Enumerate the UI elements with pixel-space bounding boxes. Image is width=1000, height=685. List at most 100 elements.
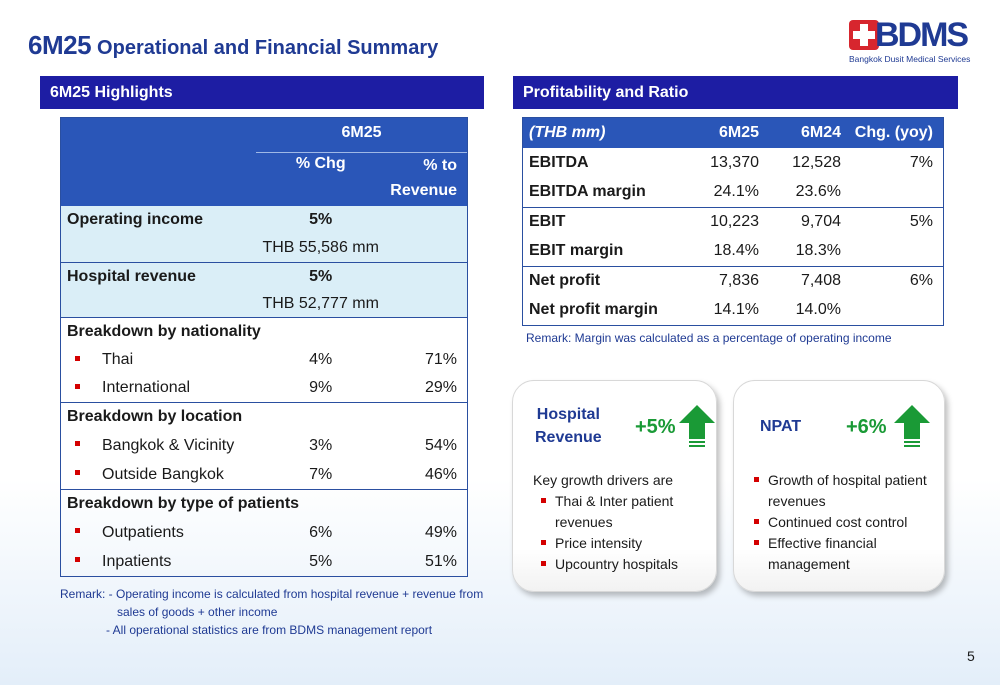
row-6m25: 14.1% (713, 301, 759, 319)
hospital-card-title: Hospital Revenue (535, 403, 602, 449)
list-item-continuation: revenues (768, 493, 826, 509)
logo-wordmark: BDMS (875, 16, 969, 54)
row-rev: 49% (424, 523, 457, 541)
row-6m25: 10,223 (710, 213, 759, 231)
row-6m25: 13,370 (710, 153, 759, 171)
row-6m24: 23.6% (795, 183, 841, 201)
row-6m25: 7,836 (718, 272, 759, 290)
bullet-icon (75, 441, 80, 447)
list-item: Continued cost control (754, 512, 927, 533)
highlights-section-header: 6M25 Highlights (40, 76, 484, 109)
list-item: Upcountry hospitals (541, 554, 678, 575)
highlights-remark: Remark: - Operating income is calculated… (60, 585, 483, 639)
row-6m24: 14.0% (795, 301, 841, 319)
row-6m24: 9,704 (800, 213, 841, 231)
row-rev: 29% (424, 379, 457, 396)
bullet-icon (75, 355, 80, 361)
bullet-icon (75, 383, 80, 389)
row-chg: 6% (909, 272, 933, 290)
row-label: Thai (102, 351, 134, 368)
row-label: Inpatients (102, 552, 172, 570)
table-row: Net profit 7,836 7,408 6% (523, 266, 943, 296)
npat-card-title: NPAT (760, 418, 802, 435)
patients-group: Breakdown by type of patients Outpatient… (61, 489, 467, 576)
operating-income-value: THB 55,586 mm (262, 239, 379, 256)
logo-subtitle: Bangkok Dusit Medical Services (849, 54, 971, 64)
row-6m24: 7,408 (800, 272, 841, 290)
header-rev-1: % to (423, 157, 457, 174)
title-prefix: 6M25 (28, 30, 92, 60)
row-rev: 54% (424, 436, 457, 454)
list-item-continuation: revenues (555, 514, 613, 530)
table-row: Net profit margin 14.1% 14.0% (523, 296, 943, 326)
row-chg: 9% (309, 379, 333, 396)
location-label: Breakdown by location (67, 408, 243, 425)
hospital-card-title-1: Hospital (536, 406, 600, 423)
list-item-continuation: management (768, 556, 850, 572)
npat-card: NPAT +6% Growth of hospital patient reve… (733, 380, 945, 592)
remark-line-3: - All operational statistics are from BD… (106, 623, 433, 637)
bullet-icon (75, 470, 80, 476)
list-item: Bangkok & Vicinity 3% 54% (61, 431, 467, 460)
row-label: EBIT margin (529, 242, 624, 260)
highlights-table-header: 6M25 % Chg % to Revenue (61, 118, 467, 206)
header-6m25: 6M25 (718, 124, 759, 141)
row-6m24: 12,528 (792, 153, 841, 171)
hospital-revenue-row: Hospital revenue 5% THB 52,777 mm (61, 262, 467, 317)
header-unit: (THB mm) (529, 124, 606, 141)
row-label: EBIT (529, 213, 566, 231)
row-chg: 5% (909, 213, 933, 231)
row-label: International (102, 379, 191, 396)
profitability-section-header: Profitability and Ratio (513, 76, 958, 109)
row-label: Outpatients (102, 523, 184, 541)
row-6m25: 18.4% (713, 242, 759, 260)
row-rev: 51% (424, 552, 457, 570)
header-chg: % Chg (256, 152, 386, 173)
highlights-table: 6M25 % Chg % to Revenue Operating income… (60, 117, 468, 577)
list-item: International 9% 29% (61, 374, 467, 402)
row-chg: 7% (309, 465, 333, 483)
hospital-card-intro: Key growth drivers are (533, 472, 674, 488)
row-6m25: 24.1% (713, 183, 759, 201)
table-row: EBIT margin 18.4% 18.3% (523, 237, 943, 267)
list-item: Thai & Inter patient (541, 491, 678, 512)
location-group: Breakdown by location Bangkok & Vicinity… (61, 402, 467, 489)
table-row: EBIT 10,223 9,704 5% (523, 207, 943, 237)
hospital-card-list: Key growth drivers are Thai & Inter pati… (533, 470, 678, 575)
npat-card-list: Growth of hospital patient revenues Cont… (754, 470, 927, 575)
hospital-card-title-2: Revenue (535, 429, 602, 446)
list-item: Thai 4% 71% (61, 346, 467, 374)
hospital-revenue-label: Hospital revenue (67, 268, 196, 285)
row-label: Net profit margin (529, 301, 658, 319)
bullet-icon (75, 557, 80, 563)
profitability-table-header: (THB mm) 6M25 6M24 Chg. (yoy) (523, 118, 943, 148)
npat-card-pct: +6% (846, 416, 887, 438)
page-title: 6M25 Operational and Financial Summary (28, 30, 438, 61)
row-chg: 4% (309, 351, 333, 368)
hospital-revenue-chg: 5% (309, 268, 333, 285)
row-label: Net profit (529, 272, 601, 290)
list-item: Outpatients 6% 49% (61, 518, 467, 547)
hospital-card-pct: +5% (635, 416, 676, 438)
list-item: Outside Bangkok 7% 46% (61, 460, 467, 489)
row-label: Outside Bangkok (102, 465, 224, 483)
nationality-label: Breakdown by nationality (67, 323, 261, 340)
arrow-up-icon (679, 405, 715, 447)
hospital-revenue-card: Hospital Revenue +5% Key growth drivers … (512, 380, 717, 592)
profitability-table: (THB mm) 6M25 6M24 Chg. (yoy) EBITDA 13,… (522, 117, 944, 326)
remark-line-2: sales of goods + other income (117, 605, 278, 619)
page-number: 5 (967, 648, 975, 664)
title-text: Operational and Financial Summary (97, 37, 439, 59)
operating-income-chg: 5% (309, 211, 333, 228)
bullet-icon (75, 528, 80, 534)
table-row: EBITDA margin 24.1% 23.6% (523, 178, 943, 208)
row-chg: 3% (309, 436, 333, 454)
row-chg: 7% (909, 153, 933, 171)
profitability-remark: Remark: Margin was calculated as a perce… (526, 331, 892, 345)
row-chg: 5% (309, 552, 333, 570)
header-rev-2: Revenue (390, 182, 457, 199)
bdms-logo: BDMS Bangkok Dusit Medical Services (845, 16, 970, 66)
remark-line-1: Remark: - Operating income is calculated… (60, 587, 484, 601)
operating-income-row: Operating income 5% THB 55,586 mm (61, 206, 467, 262)
row-label: EBITDA margin (529, 183, 646, 201)
